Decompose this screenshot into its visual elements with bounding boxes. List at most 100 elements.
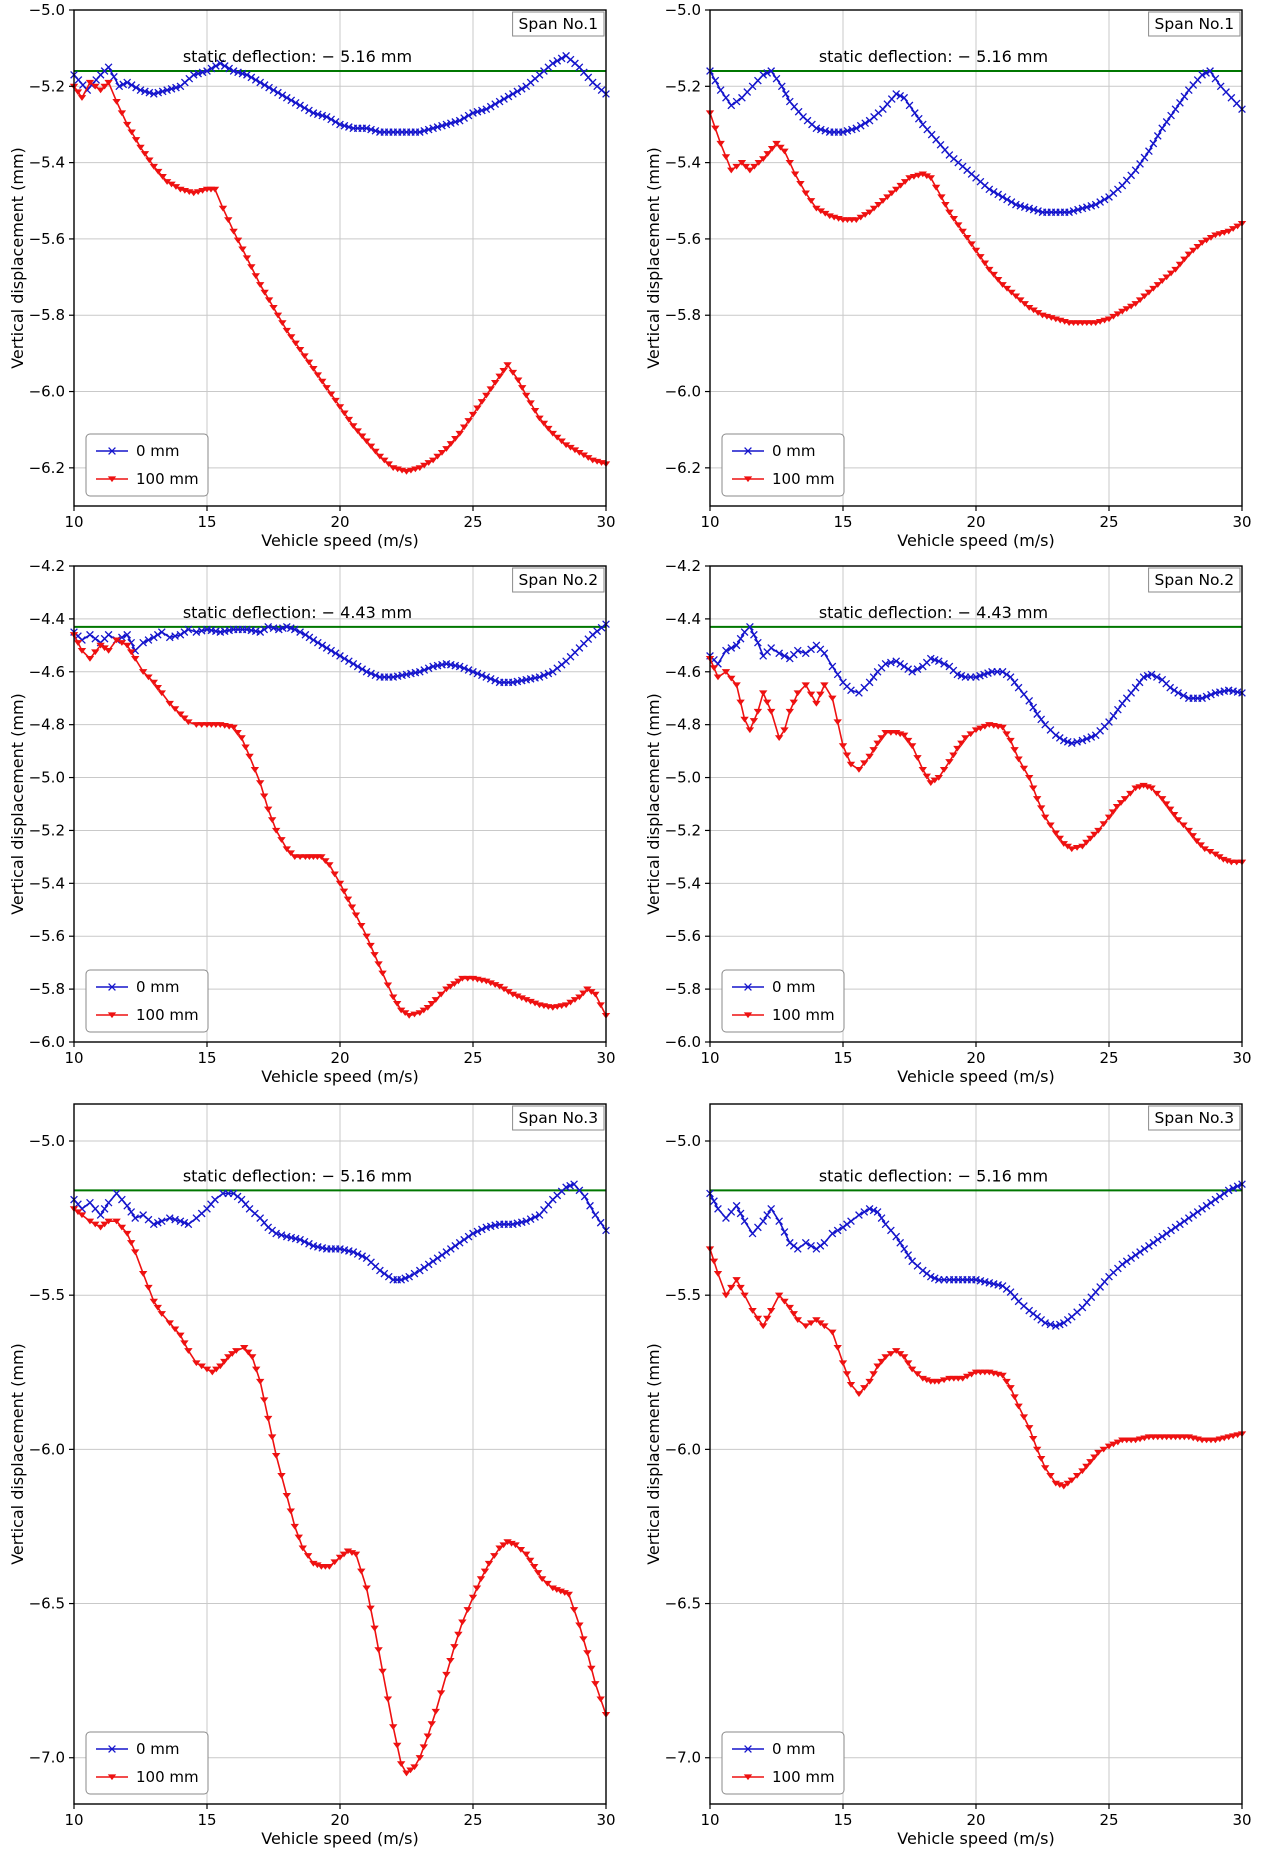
svg-text:30: 30 <box>596 1049 615 1067</box>
svg-text:−6.2: −6.2 <box>665 459 701 477</box>
svg-text:100 mm: 100 mm <box>772 1006 835 1024</box>
svg-text:Span No.1: Span No.1 <box>519 15 599 33</box>
svg-text:Vehicle speed (m/s): Vehicle speed (m/s) <box>261 1829 419 1848</box>
svg-text:−6.0: −6.0 <box>29 383 65 401</box>
svg-text:25: 25 <box>1099 513 1118 531</box>
svg-text:−7.0: −7.0 <box>665 1749 701 1767</box>
svg-text:20: 20 <box>966 1049 985 1067</box>
svg-text:−5.4: −5.4 <box>29 874 65 892</box>
svg-text:−5.0: −5.0 <box>29 1132 65 1150</box>
svg-text:−5.4: −5.4 <box>665 874 701 892</box>
svg-text:20: 20 <box>330 1811 349 1829</box>
svg-text:Span No.2: Span No.2 <box>519 571 599 589</box>
svg-text:Vertical displacement (mm): Vertical displacement (mm) <box>8 693 27 915</box>
svg-text:−6.0: −6.0 <box>29 1033 65 1051</box>
svg-text:10: 10 <box>64 1811 83 1829</box>
svg-text:−6.5: −6.5 <box>29 1595 65 1613</box>
svg-text:Span No.2: Span No.2 <box>1155 571 1235 589</box>
svg-text:−6.5: −6.5 <box>665 1595 701 1613</box>
svg-text:0 mm: 0 mm <box>772 442 816 460</box>
svg-text:−4.6: −4.6 <box>29 663 65 681</box>
chart-span3-left: 10 15 20 25 30 −5.0 −5.5 −6.0 −6.5 −7.0 Vehicle sp… <box>8 1096 616 1856</box>
svg-text:10: 10 <box>700 1049 719 1067</box>
svg-text:25: 25 <box>463 513 482 531</box>
chart-span3-left-svg: 10 15 20 25 30 −5.0 −5.5 −6.0 −6.5 −7.0 Vehicle sp… <box>8 1103 616 1848</box>
svg-text:Vertical displacement (mm): Vertical displacement (mm) <box>8 1343 27 1565</box>
svg-text:−5.0: −5.0 <box>665 2 701 19</box>
chart-span2-left: 10 15 20 25 30 −4.2 −4.4 −4.6 −4.8 −5.0 −5.2 −5.4 −5… <box>8 557 616 1096</box>
chart-span1-right: 10 15 20 25 30 −5.0 −5.2 −5.4 −5.6 −5.8 −6.0 −6.2 Ve… <box>644 1 1252 558</box>
svg-text:−7.0: −7.0 <box>29 1749 65 1767</box>
chart-span2-right-svg: 10 15 20 25 30 −4.2 −4.4 −4.6 −4.8 −5.0 −5.2 −5.4 −5… <box>644 557 1252 1086</box>
svg-text:100 mm: 100 mm <box>772 1768 835 1786</box>
svg-text:static deflection: − 5.16 mm: static deflection: − 5.16 mm <box>183 1166 412 1185</box>
svg-text:30: 30 <box>1232 1811 1251 1829</box>
chart-span3-right-svg: 10 15 20 25 30 −5.0 −5.5 −6.0 −6.5 −7.0 Vehicle sp… <box>644 1103 1252 1848</box>
svg-text:30: 30 <box>1232 513 1251 531</box>
svg-text:100 mm: 100 mm <box>772 470 835 488</box>
svg-text:−5.0: −5.0 <box>665 1132 701 1150</box>
svg-text:Vehicle speed (m/s): Vehicle speed (m/s) <box>897 1067 1055 1086</box>
svg-text:25: 25 <box>1099 1049 1118 1067</box>
svg-text:Vehicle speed (m/s): Vehicle speed (m/s) <box>897 531 1055 550</box>
svg-text:30: 30 <box>1232 1049 1251 1067</box>
svg-text:100 mm: 100 mm <box>136 1768 199 1786</box>
svg-text:−4.2: −4.2 <box>29 558 65 575</box>
svg-text:static deflection: − 4.43 mm: static deflection: − 4.43 mm <box>183 603 412 622</box>
svg-text:15: 15 <box>197 1049 216 1067</box>
svg-text:−5.8: −5.8 <box>29 306 65 324</box>
svg-text:Vehicle speed (m/s): Vehicle speed (m/s) <box>261 531 419 550</box>
svg-text:20: 20 <box>966 1811 985 1829</box>
svg-text:−5.0: −5.0 <box>29 2 65 19</box>
svg-text:0 mm: 0 mm <box>136 978 180 996</box>
svg-text:Span No.3: Span No.3 <box>519 1109 599 1127</box>
svg-text:15: 15 <box>833 1811 852 1829</box>
svg-text:15: 15 <box>833 513 852 531</box>
svg-text:−6.0: −6.0 <box>665 1440 701 1458</box>
svg-text:−6.0: −6.0 <box>29 1440 65 1458</box>
svg-text:static deflection: − 4.43 mm: static deflection: − 4.43 mm <box>819 603 1048 622</box>
svg-text:10: 10 <box>700 1811 719 1829</box>
chart-row-span3: 10 15 20 25 30 −5.0 −5.5 −6.0 −6.5 −7.0 Vehicle sp… <box>8 1096 1280 1856</box>
svg-text:−5.2: −5.2 <box>29 821 65 839</box>
svg-text:−5.4: −5.4 <box>29 154 65 172</box>
chart-span2-right: 10 15 20 25 30 −4.2 −4.4 −4.6 −4.8 −5.0 −5.2 −5.4 −5… <box>644 557 1252 1096</box>
svg-text:100 mm: 100 mm <box>136 1006 199 1024</box>
svg-text:25: 25 <box>1099 1811 1118 1829</box>
svg-text:−4.8: −4.8 <box>29 716 65 734</box>
chart-span1-left: 10 15 20 25 30 −5.0 −5.2 −5.4 −5.6 −5.8 −6.0 −6.2 Ve… <box>8 1 616 558</box>
svg-text:−5.8: −5.8 <box>665 980 701 998</box>
chart-span3-right: 10 15 20 25 30 −5.0 −5.5 −6.0 −6.5 −7.0 Vehicle sp… <box>644 1096 1252 1856</box>
svg-text:10: 10 <box>64 1049 83 1067</box>
svg-text:−5.8: −5.8 <box>665 306 701 324</box>
svg-text:0 mm: 0 mm <box>772 978 816 996</box>
svg-text:0 mm: 0 mm <box>136 1740 180 1758</box>
svg-text:−5.5: −5.5 <box>665 1286 701 1304</box>
chart-row-span1: 10 15 20 25 30 −5.0 −5.2 −5.4 −5.6 −5.8 −6.0 −6.2 Ve… <box>8 1 1280 558</box>
svg-text:30: 30 <box>596 513 615 531</box>
svg-text:static deflection: − 5.16 mm: static deflection: − 5.16 mm <box>183 47 412 66</box>
svg-text:100 mm: 100 mm <box>136 470 199 488</box>
svg-text:−6.0: −6.0 <box>665 383 701 401</box>
svg-text:25: 25 <box>463 1811 482 1829</box>
chart-row-span2: 10 15 20 25 30 −4.2 −4.4 −4.6 −4.8 −5.0 −5.2 −5.4 −5… <box>8 557 1280 1096</box>
svg-text:−5.5: −5.5 <box>29 1286 65 1304</box>
svg-text:−5.6: −5.6 <box>29 230 65 248</box>
svg-text:Span No.3: Span No.3 <box>1155 1109 1235 1127</box>
svg-text:15: 15 <box>833 1049 852 1067</box>
svg-text:Vertical displacement (mm): Vertical displacement (mm) <box>8 147 27 369</box>
svg-text:−5.6: −5.6 <box>665 230 701 248</box>
svg-text:20: 20 <box>966 513 985 531</box>
svg-text:Vertical displacement (mm): Vertical displacement (mm) <box>644 693 663 915</box>
svg-text:−4.4: −4.4 <box>665 610 701 628</box>
svg-text:Vertical displacement (mm): Vertical displacement (mm) <box>644 147 663 369</box>
chart-span1-right-svg: 10 15 20 25 30 −5.0 −5.2 −5.4 −5.6 −5.8 −6.0 −6.2 Ve… <box>644 1 1252 550</box>
svg-text:−4.8: −4.8 <box>665 716 701 734</box>
svg-text:0 mm: 0 mm <box>772 1740 816 1758</box>
svg-text:−5.6: −5.6 <box>29 927 65 945</box>
svg-text:30: 30 <box>596 1811 615 1829</box>
svg-text:0 mm: 0 mm <box>136 442 180 460</box>
svg-text:static deflection: − 5.16 mm: static deflection: − 5.16 mm <box>819 47 1048 66</box>
svg-text:Vertical displacement (mm): Vertical displacement (mm) <box>644 1343 663 1565</box>
